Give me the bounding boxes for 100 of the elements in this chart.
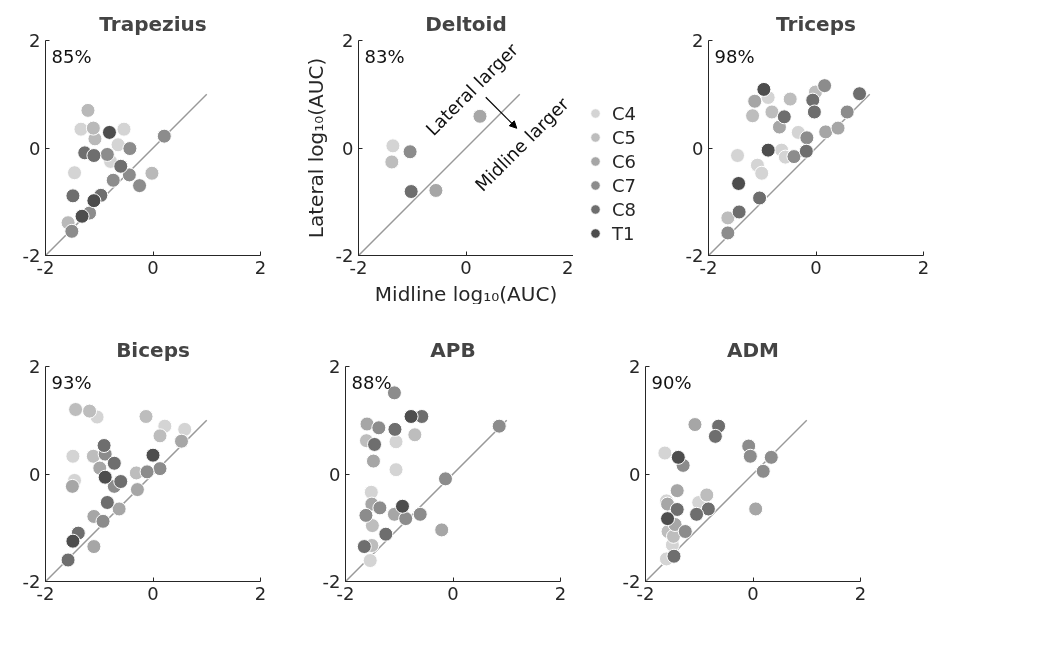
x-tick-label: 0: [747, 582, 759, 604]
point: [412, 506, 428, 522]
y-tick-label: 2: [29, 356, 41, 377]
point: [720, 225, 736, 241]
point: [687, 417, 703, 433]
x-tick-label: 0: [810, 256, 822, 278]
point: [403, 409, 419, 424]
y-axis-title: Lateral log₁₀(AUC): [303, 57, 328, 239]
y-tick-label: 0: [29, 137, 41, 159]
point: [106, 455, 122, 471]
point: [64, 478, 80, 494]
x-tick-label: 2: [917, 256, 930, 278]
chart-title: ADM: [727, 337, 779, 362]
point: [356, 539, 372, 555]
point: [121, 167, 137, 183]
point: [145, 447, 161, 463]
point: [434, 522, 450, 538]
point: [755, 463, 771, 479]
point: [113, 158, 129, 174]
point: [110, 137, 126, 153]
x-tick-label: 0: [460, 256, 472, 278]
chart-title: Deltoid: [425, 11, 507, 36]
point: [156, 128, 172, 144]
point: [660, 511, 676, 527]
y-tick-label: 2: [329, 356, 341, 377]
point: [372, 500, 388, 516]
point: [111, 501, 127, 517]
x-tick-label: 2: [854, 582, 867, 604]
point: [359, 416, 375, 432]
y-tick-label: 0: [329, 463, 341, 485]
point: [707, 428, 723, 444]
point: [358, 507, 374, 523]
y-tick-label: 2: [629, 356, 641, 377]
point: [138, 409, 154, 424]
point: [97, 469, 113, 485]
annotation: 98%: [714, 45, 755, 67]
point: [798, 143, 814, 159]
point: [745, 108, 761, 124]
point: [60, 552, 76, 568]
point: [805, 92, 821, 108]
point: [720, 210, 736, 226]
point: [144, 165, 160, 181]
point: [371, 420, 387, 436]
point: [839, 104, 855, 120]
point: [403, 184, 419, 200]
point: [64, 223, 80, 239]
point: [122, 141, 138, 157]
point: [101, 124, 117, 140]
y-tick-label: 0: [29, 463, 41, 485]
point: [747, 93, 763, 109]
point: [677, 524, 693, 539]
point: [388, 434, 404, 450]
x-tick-label: 0: [147, 582, 159, 604]
point: [402, 144, 418, 160]
point: [113, 474, 129, 490]
point: [362, 553, 378, 569]
point: [65, 448, 81, 464]
point: [830, 120, 846, 136]
point: [657, 445, 673, 461]
point: [378, 526, 394, 542]
point: [776, 109, 792, 125]
point: [388, 462, 404, 478]
chart-title: Trapezius: [99, 11, 207, 36]
annotation: 85%: [51, 45, 92, 67]
point: [105, 172, 121, 188]
point: [365, 453, 381, 469]
point: [817, 78, 833, 94]
point: [99, 495, 115, 510]
point: [129, 482, 145, 498]
point: [384, 154, 400, 170]
point: [80, 102, 96, 118]
x-tick-label: 0: [447, 582, 459, 604]
point: [95, 513, 111, 529]
point: [689, 506, 705, 522]
point: [82, 403, 98, 419]
point: [699, 487, 715, 503]
point: [782, 91, 798, 107]
point: [132, 178, 148, 194]
point: [398, 511, 414, 527]
point: [367, 436, 383, 452]
point: [491, 418, 507, 434]
x-tick-label: 2: [554, 582, 567, 604]
point: [764, 104, 780, 120]
point: [74, 208, 90, 224]
point: [394, 498, 410, 514]
annotation: 90%: [651, 371, 692, 393]
point: [152, 428, 168, 444]
annotation: 88%: [351, 371, 392, 393]
point: [818, 124, 834, 140]
point: [806, 104, 822, 120]
y-tick-label: 0: [629, 463, 641, 485]
point: [152, 461, 168, 477]
point: [852, 86, 868, 102]
point: [385, 138, 401, 154]
point: [85, 120, 101, 136]
point: [670, 449, 686, 465]
point: [65, 533, 81, 549]
point: [437, 471, 453, 487]
point: [428, 182, 444, 198]
point: [754, 165, 770, 181]
